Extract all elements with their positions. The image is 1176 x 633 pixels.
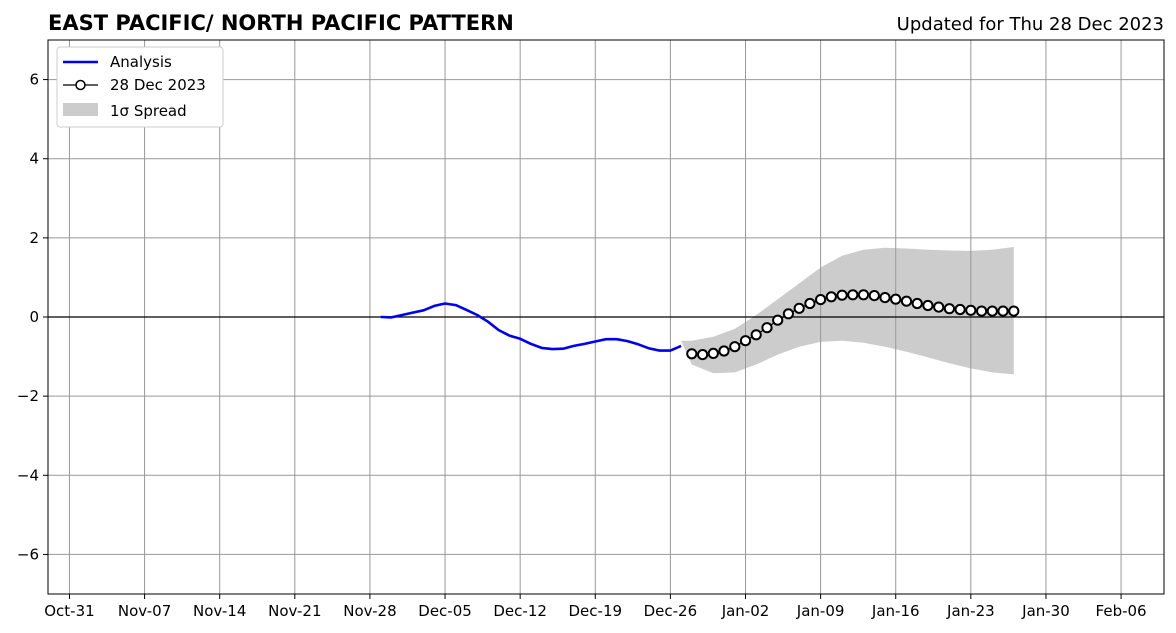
legend-box <box>56 46 224 128</box>
forecast-point <box>793 302 805 314</box>
forecast-point <box>943 303 956 315</box>
forecast-point <box>739 335 752 347</box>
y-tick-label: −6 <box>17 545 39 563</box>
forecast-point <box>847 289 859 301</box>
analysis-layer <box>380 302 682 352</box>
y-tick-label: 2 <box>29 229 39 247</box>
x-tick-label: Jan-02 <box>721 602 770 620</box>
chart-subtitle: Updated for Thu 28 Dec 2023 <box>897 14 1164 35</box>
legend: Analysis 28 Dec 2023 1σ Spread <box>56 46 224 128</box>
x-tick-label: Jan-30 <box>1021 602 1070 620</box>
spread-band <box>681 247 1014 375</box>
forecast-point <box>772 314 784 326</box>
x-tick-label: Jan-09 <box>796 602 845 620</box>
forecast-point <box>965 304 977 316</box>
x-tick-label: Dec-19 <box>569 602 623 620</box>
forecast-point <box>718 345 730 357</box>
y-tick-label: 0 <box>29 308 39 326</box>
x-tick-label: Dec-12 <box>493 602 547 620</box>
x-tick-label: Feb-06 <box>1096 602 1147 620</box>
forecast-point <box>933 301 945 313</box>
x-tick-label: Nov-07 <box>118 602 171 620</box>
forecast-point <box>782 308 795 320</box>
forecast-point <box>707 347 719 359</box>
x-tick-label: Dec-05 <box>418 602 472 620</box>
legend-spread-label: 1σ Spread <box>110 102 187 120</box>
forecast-layer <box>686 289 1020 361</box>
x-tick-label: Nov-14 <box>193 602 246 620</box>
x-tick-label: Nov-21 <box>268 602 321 620</box>
forecast-point <box>900 295 913 307</box>
y-tick-label: 6 <box>29 71 39 89</box>
forecast-point <box>997 305 1009 317</box>
forecast-point <box>954 303 966 316</box>
forecast-point <box>825 291 837 303</box>
forecast-point <box>1008 305 1020 317</box>
spread-layer <box>681 247 1014 375</box>
analysis-line <box>380 302 682 352</box>
forecast-point <box>729 341 741 353</box>
forecast-point <box>986 305 998 317</box>
x-tick-label: Jan-16 <box>871 602 920 620</box>
forecast-point <box>750 329 762 341</box>
forecast-point <box>761 322 773 334</box>
y-axis: −6 −4 −2 0 2 4 6 <box>17 71 48 563</box>
x-tick-label: Dec-26 <box>644 602 698 620</box>
chart-title: EAST PACIFIC/ NORTH PACIFIC PATTERN <box>48 11 514 35</box>
y-tick-label: 4 <box>29 150 39 168</box>
forecast-point <box>868 290 880 302</box>
forecast-point <box>815 294 827 306</box>
legend-analysis-label: Analysis <box>110 53 172 71</box>
legend-forecast-marker <box>75 79 86 91</box>
y-tick-label: −4 <box>17 466 39 484</box>
x-axis: Oct-31 Nov-07 Nov-14 Nov-21 Nov-28 Dec-05 Dec-… <box>44 594 1147 620</box>
forecast-point <box>890 293 902 305</box>
x-tick-label: Nov-28 <box>343 602 396 620</box>
x-tick-label: Jan-23 <box>946 602 995 620</box>
forecast-point <box>976 305 988 317</box>
legend-forecast-label: 28 Dec 2023 <box>110 76 206 94</box>
forecast-point <box>804 297 816 310</box>
grid-layer <box>48 40 1164 594</box>
forecast-point <box>697 349 709 361</box>
forecast-point <box>922 299 934 312</box>
legend-spread-swatch <box>63 103 98 116</box>
forecast-point <box>857 289 870 301</box>
forecast-point <box>686 348 698 360</box>
x-tick-label: Oct-31 <box>44 602 94 620</box>
y-tick-label: −2 <box>17 387 39 405</box>
forecast-point <box>836 289 848 301</box>
forecast-point <box>879 292 891 304</box>
forecast-point <box>911 297 923 310</box>
